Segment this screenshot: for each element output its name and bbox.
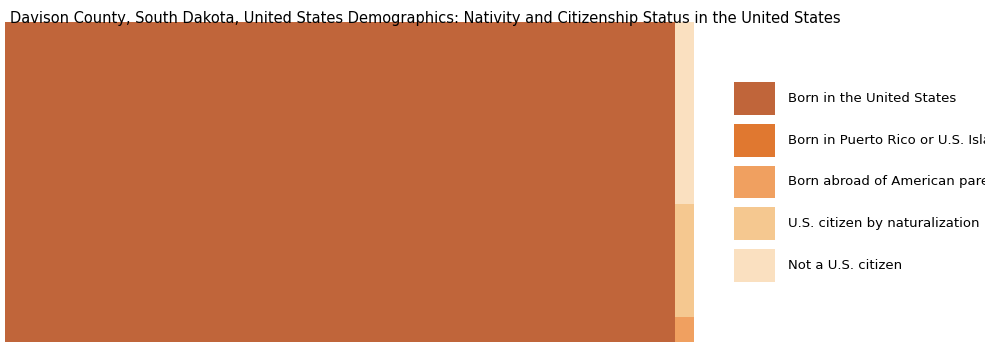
Bar — [675, 22, 694, 205]
Bar — [734, 249, 775, 282]
Text: U.S. citizen by naturalization: U.S. citizen by naturalization — [788, 217, 979, 230]
Bar — [734, 207, 775, 240]
Bar — [5, 22, 675, 342]
Text: Not a U.S. citizen: Not a U.S. citizen — [788, 259, 902, 272]
Bar — [675, 317, 694, 342]
Bar — [734, 124, 775, 157]
Bar — [675, 205, 694, 317]
Bar — [734, 166, 775, 198]
Bar — [734, 82, 775, 115]
Text: Born in the United States: Born in the United States — [788, 92, 956, 105]
Text: Born abroad of American parent(s): Born abroad of American parent(s) — [788, 175, 985, 189]
Text: Born in Puerto Rico or U.S. Island Areas: Born in Puerto Rico or U.S. Island Areas — [788, 134, 985, 147]
Text: Davison County, South Dakota, United States Demographics: Nativity and Citizensh: Davison County, South Dakota, United Sta… — [10, 11, 840, 26]
